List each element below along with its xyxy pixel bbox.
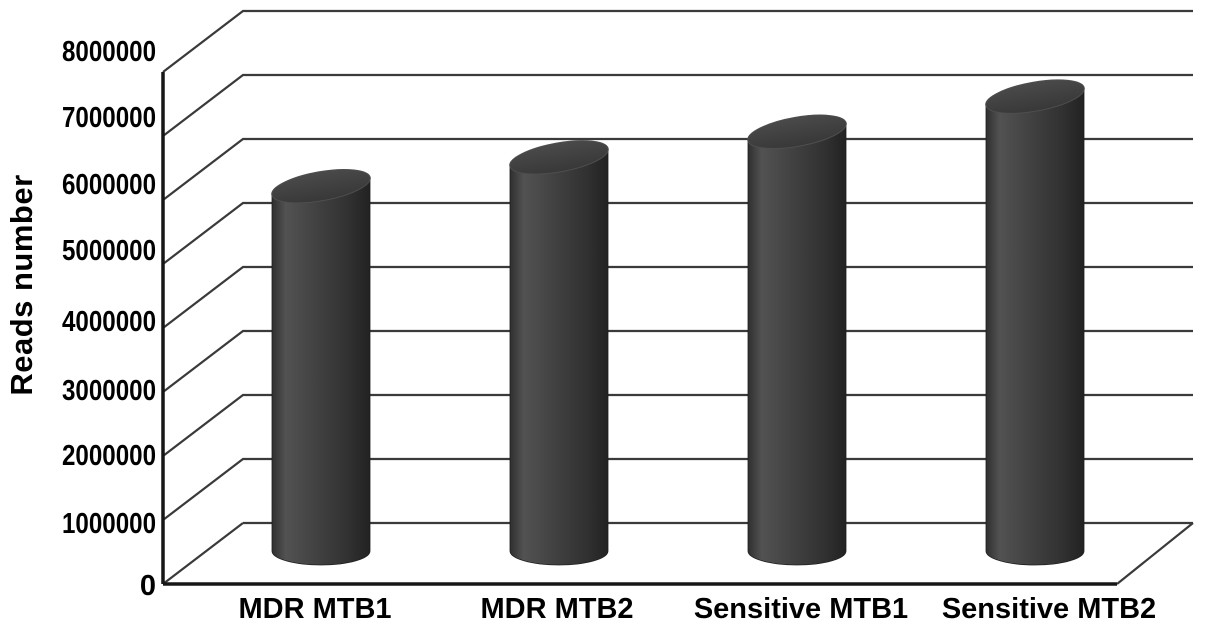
bar-cap — [985, 79, 1085, 114]
gridline — [162, 73, 1193, 137]
bar-cylinder — [747, 114, 847, 566]
y-axis-title: Reads number — [4, 174, 39, 396]
category-label: MDR MTB2 — [480, 593, 633, 625]
category-label: Sensitive MTB1 — [694, 593, 908, 625]
gridline — [162, 393, 1193, 457]
y-tick-label: 0 — [140, 570, 156, 602]
gridlines — [162, 9, 1194, 585]
bar-cap — [271, 168, 371, 204]
bar-cylinder — [985, 79, 1085, 566]
y-tick-label: 7000000 — [62, 102, 156, 134]
bar-cylinder — [271, 168, 371, 566]
y-tick-label: 3000000 — [62, 375, 156, 407]
bar-body — [747, 123, 847, 566]
bar-body — [985, 88, 1085, 566]
bar-body — [271, 177, 371, 566]
gridline — [162, 329, 1193, 393]
category-label: MDR MTB1 — [238, 593, 391, 625]
y-tick-label: 1000000 — [62, 508, 156, 540]
bar-cap — [509, 140, 609, 175]
y-tick-label: 4000000 — [62, 306, 156, 338]
bar-cap — [747, 114, 847, 150]
category-label: Sensitive MTB2 — [942, 593, 1156, 625]
y-tick-label: 8000000 — [62, 36, 156, 68]
axis-lines — [161, 72, 1117, 586]
y-tick-label: 6000000 — [62, 169, 156, 201]
y-tick-label: 5000000 — [62, 235, 156, 267]
bar-cylinder — [509, 140, 609, 566]
gridline — [162, 201, 1193, 265]
gridline — [162, 137, 1193, 201]
gridline — [162, 265, 1193, 329]
bar-body — [509, 148, 609, 566]
gridline — [162, 9, 1193, 73]
y-tick-label: 2000000 — [62, 440, 156, 472]
gridline — [162, 457, 1193, 521]
